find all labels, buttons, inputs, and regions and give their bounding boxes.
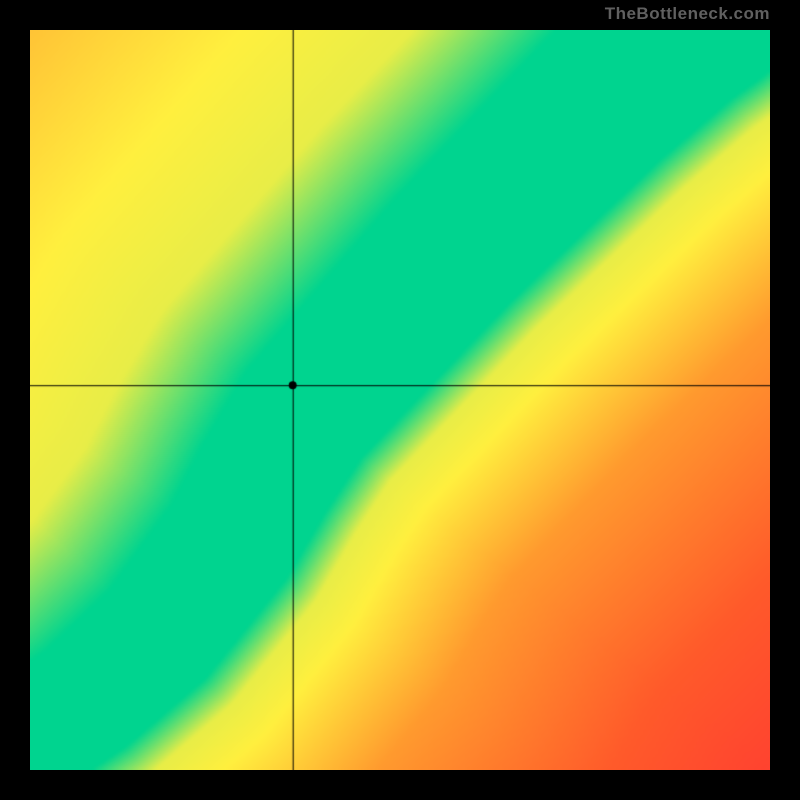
plot-area — [30, 30, 770, 770]
chart-frame: TheBottleneck.com — [0, 0, 800, 800]
heatmap-canvas — [30, 30, 770, 770]
watermark-text: TheBottleneck.com — [605, 4, 770, 24]
